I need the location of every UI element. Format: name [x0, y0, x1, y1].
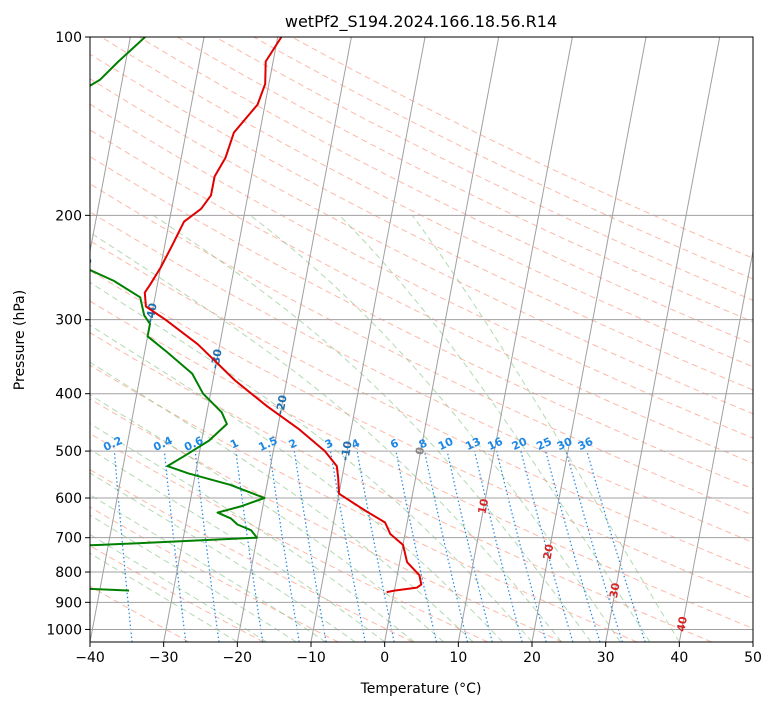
isotherm-line [457, 37, 573, 642]
profile-lines [90, 37, 423, 594]
moist-adiabat [90, 231, 562, 642]
x-tick-label: 10 [449, 650, 467, 666]
isotherm-line [384, 37, 500, 642]
y-tick-label: 200 [55, 208, 82, 224]
mixing-ratio-line [268, 451, 300, 642]
isotherm-label: -50 [78, 256, 95, 278]
isotherm-line [678, 248, 753, 642]
mixing-ratio-label: 36 [576, 435, 596, 453]
moist-adiabat [411, 215, 680, 642]
y-tick-label: 700 [55, 531, 82, 547]
mixing-ratio-line [423, 450, 469, 642]
x-tick-label: 40 [670, 650, 688, 666]
moist-adiabat [90, 448, 385, 642]
moist-adiabat [90, 281, 533, 642]
isotherm-label: 40 [674, 615, 690, 633]
mixing-ratio-label: 10 [436, 435, 456, 453]
mixing-ratio-line [565, 450, 623, 642]
mixing-ratio-line [520, 450, 574, 642]
isotherm-line [310, 37, 426, 642]
background-lines [90, 37, 753, 642]
x-tick-label: 50 [744, 650, 762, 666]
y-tick-label: 600 [55, 491, 82, 507]
moist-adiabat [153, 214, 592, 642]
temperature-profile [143, 37, 423, 594]
isotherm-label: -20 [273, 394, 290, 416]
dry-adiabat [90, 506, 339, 642]
isotherm-label: -30 [208, 348, 225, 370]
x-tick-label: −40 [75, 650, 105, 666]
dry-adiabat [90, 364, 638, 642]
mixing-ratio-label: 25 [534, 435, 553, 453]
mixing-ratio-label: 13 [463, 435, 482, 453]
dry-adiabat [90, 240, 753, 571]
dry-adiabat [90, 129, 753, 464]
dry-adiabat [90, 398, 563, 642]
mixing-ratio-line [474, 450, 523, 642]
isotherm-label: -10 [338, 440, 355, 462]
y-axis-label: Pressure (hPa) [12, 290, 28, 390]
isotherm-line [236, 37, 352, 642]
dry-adiabat [90, 469, 414, 642]
moist-adiabat [90, 422, 415, 642]
y-tick-label: 800 [55, 565, 82, 581]
x-tick-label: −30 [149, 650, 179, 666]
moist-adiabat [90, 361, 474, 642]
x-tick-label: −10 [296, 650, 326, 666]
isotherm-label: 0 [413, 446, 427, 456]
mixing-ratio-line [586, 450, 646, 642]
mixing-ratio-line [235, 451, 264, 642]
moist-adiabat [90, 552, 238, 642]
dewpoint-profile [90, 37, 266, 592]
isotherm-line [90, 37, 131, 254]
isotherm-label: 30 [607, 581, 623, 599]
dry-adiabat [90, 300, 753, 629]
moist-adiabat [90, 534, 268, 642]
mixing-ratio-line [545, 450, 601, 642]
isotherm-label: 10 [476, 497, 492, 515]
dry-adiabat [90, 103, 753, 439]
moist-adiabat [90, 472, 356, 642]
y-tick-label: 500 [55, 444, 82, 460]
plot-frame [89, 36, 754, 643]
mixing-ratio-line [496, 450, 547, 642]
chart-title: wetPf2_S194.2024.166.18.56.R14 [285, 12, 557, 32]
mixing-ratio-label: 16 [486, 435, 506, 453]
x-axis-label: Temperature (°C) [360, 681, 482, 697]
axis-ticks: −40 −30 −20 −10 0 10 20 30 40 5010020030040050060… [46, 30, 762, 666]
moist-adiabat [249, 214, 621, 642]
isotherm-label: 20 [541, 543, 557, 561]
mixing-ratio-label: 20 [510, 435, 530, 453]
dry-adiabat [90, 78, 753, 415]
x-tick-label: 30 [597, 650, 615, 666]
y-tick-label: 1000 [46, 622, 82, 638]
x-tick-label: 0 [380, 650, 389, 666]
isotherm-line [90, 37, 205, 642]
mixing-ratio-label: 30 [555, 435, 575, 453]
mixing-ratio-line [395, 450, 437, 642]
moist-adiabat [90, 324, 503, 642]
mixing-ratio-line [194, 451, 220, 642]
y-tick-label: 400 [55, 387, 82, 403]
x-tick-label: −20 [223, 650, 253, 666]
dry-adiabat [90, 332, 712, 642]
dry-adiabat [90, 269, 753, 600]
moist-adiabat [90, 494, 326, 642]
x-tick-label: 20 [523, 650, 541, 666]
mixing-ratio-line [163, 451, 187, 642]
isotherm-line [531, 37, 647, 642]
y-tick-label: 100 [55, 30, 82, 46]
isotherm-line [605, 37, 721, 642]
moist-adiabat [339, 214, 651, 642]
y-tick-label: 900 [55, 595, 82, 611]
y-tick-label: 300 [55, 313, 82, 329]
